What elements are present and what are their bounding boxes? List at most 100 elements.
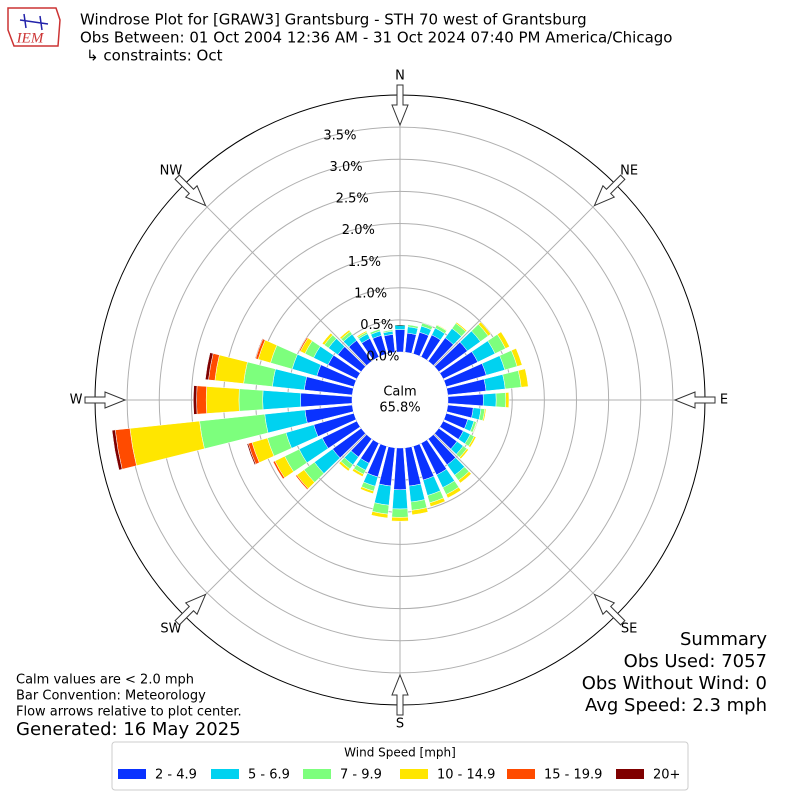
compass-label: W	[70, 393, 83, 408]
note: Flow arrows relative to plot center.	[16, 705, 242, 720]
wind-bar-segment	[436, 324, 448, 332]
legend-label: 20+	[653, 768, 680, 783]
wind-bar-segment	[298, 336, 309, 352]
compass-label: N	[395, 69, 405, 84]
radial-tick-label: 1.5%	[348, 255, 381, 270]
grid-spoke	[183, 433, 367, 617]
radial-tick-label: 3.0%	[330, 160, 363, 175]
radial-tick-label: 3.5%	[323, 129, 356, 144]
compass-label: NE	[620, 163, 638, 178]
wind-bar-segment	[196, 385, 207, 415]
flow-arrow	[174, 593, 207, 626]
wind-bar-segment	[391, 516, 409, 522]
legend-label: 10 - 14.9	[437, 768, 495, 783]
wind-bar-segment	[356, 330, 368, 338]
flow-arrow	[391, 673, 409, 716]
wind-bar-segment	[445, 486, 462, 499]
wind-bar-segment	[338, 460, 351, 472]
legend-box	[111, 741, 689, 791]
title-line: ↳ constraints: Oct	[86, 47, 223, 65]
wind-bar-segment	[482, 393, 497, 407]
compass-label: E	[720, 393, 728, 408]
wind-bar-segment	[472, 421, 478, 433]
legend-title: Wind Speed [mph]	[344, 746, 456, 760]
wind-bar-segment	[394, 324, 406, 330]
logo: IEM	[7, 7, 61, 47]
title-line: Windrose Plot for [GRAW3] Grantsburg - S…	[80, 11, 587, 29]
legend-label: 15 - 19.9	[544, 768, 602, 783]
grid-spoke	[433, 433, 617, 617]
wind-bar-segment	[391, 508, 409, 518]
radial-tick-label: 0.5%	[360, 318, 393, 333]
radial-tick-label: 2.5%	[336, 192, 369, 207]
wind-bar-segment	[246, 443, 257, 466]
wind-bar-segment	[392, 489, 408, 510]
flow-arrow	[593, 174, 626, 207]
logo-text: IEM	[16, 30, 45, 46]
wind-bar-segment	[193, 385, 198, 415]
legend-swatch	[616, 769, 644, 779]
wind-bar-segment	[205, 386, 240, 414]
calm-value: 65.8%	[379, 401, 420, 416]
wind-bar-segment	[517, 368, 529, 388]
compass-label: NW	[160, 163, 183, 178]
legend-swatch	[211, 769, 239, 779]
wind-bar-segment	[411, 507, 429, 516]
summary-line: Obs Without Wind: 0	[582, 673, 767, 694]
wind-bar-segment	[351, 468, 365, 477]
flow-arrow	[673, 391, 716, 409]
generated: Generated: 16 May 2025	[16, 719, 241, 740]
compass-label: SW	[160, 622, 181, 637]
wind-bar-segment	[511, 348, 523, 367]
title-line: Obs Between: 01 Oct 2004 12:36 AM - 31 O…	[80, 29, 672, 47]
radial-tick-label: 2.0%	[342, 223, 375, 238]
compass-label: S	[396, 717, 404, 732]
radial-tick-label: 0.0%	[366, 349, 399, 364]
wind-bar-segment	[238, 388, 264, 412]
wind-bar-segment	[339, 329, 351, 340]
flow-arrow	[391, 84, 409, 127]
wind-bar-segment	[468, 435, 477, 448]
wind-bar-segment	[369, 328, 381, 335]
wind-bar-segment	[111, 429, 123, 471]
logo-lines	[19, 13, 49, 31]
wind-bar-segment	[370, 511, 389, 519]
wind-bar-segment	[482, 408, 487, 422]
wind-bar-segment	[496, 331, 510, 349]
wind-bar-segment	[382, 329, 394, 334]
note: Calm values are < 2.0 mph	[16, 673, 194, 688]
compass-label: SE	[621, 622, 637, 637]
wind-bar-segment	[272, 460, 285, 480]
calm-label: Calm	[383, 385, 416, 400]
logo-outline	[7, 7, 61, 47]
legend-swatch	[118, 769, 146, 779]
wind-bar-segment	[407, 324, 419, 329]
legend-label: 7 - 9.9	[340, 768, 382, 783]
summary-line: Avg Speed: 2.3 mph	[585, 695, 767, 716]
legend-swatch	[303, 769, 331, 779]
wind-bar-segment	[254, 338, 264, 359]
legend-label: 2 - 4.9	[155, 768, 197, 783]
radial-tick-label: 1.0%	[354, 286, 387, 301]
legend-swatch	[507, 769, 535, 779]
legend-label: 5 - 6.9	[248, 768, 290, 783]
wind-bar-segment	[458, 471, 472, 484]
flow-arrow	[84, 391, 127, 409]
legend-swatch	[400, 769, 428, 779]
plot	[94, 94, 706, 706]
summary-line: Obs Used: 7057	[624, 651, 767, 672]
wind-bar-segment	[495, 392, 507, 408]
note: Bar Convention: Meteorology	[16, 689, 206, 704]
flow-arrow	[174, 174, 207, 207]
wind-bar-segment	[429, 497, 446, 507]
calm-circle	[352, 352, 448, 448]
wind-bar-segment	[205, 352, 214, 381]
grid-spoke	[433, 183, 617, 367]
wind-bar-segment	[459, 448, 469, 460]
wind-bar-segment	[360, 486, 375, 495]
wind-bar-segment	[505, 392, 510, 408]
grid-spoke	[183, 183, 367, 367]
wind-bar-segment	[455, 321, 468, 333]
wind-bar-segment	[262, 390, 302, 410]
